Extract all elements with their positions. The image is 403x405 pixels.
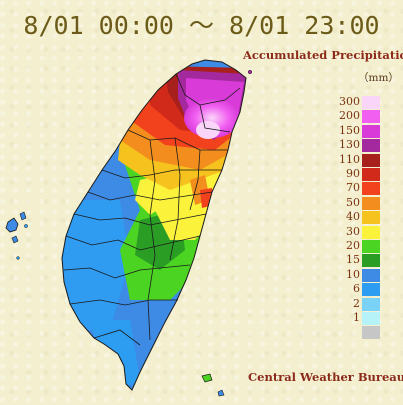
- legend-swatch: [362, 312, 380, 325]
- legend-label: 300: [339, 95, 360, 108]
- legend-label: 150: [339, 123, 360, 137]
- legend-row: 15: [326, 253, 386, 268]
- precipitation-legend: 300 200 150 130 110 90 70 50 40 30 20: [326, 95, 386, 351]
- legend-swatch: [362, 168, 380, 181]
- legend-row: 1: [326, 311, 386, 325]
- legend-swatch: [362, 211, 380, 225]
- legend-swatch: [362, 297, 380, 311]
- legend-swatch: [362, 182, 380, 196]
- legend-swatch: [362, 240, 380, 253]
- legend-row: 30: [326, 225, 386, 239]
- legend-label: 15: [346, 253, 360, 267]
- legend-label: 1: [353, 311, 360, 324]
- legend-label: 130: [339, 138, 360, 152]
- legend-swatch: [362, 139, 380, 153]
- legend-row: 2: [326, 297, 386, 311]
- legend-row: 200: [326, 109, 386, 124]
- legend-swatch: [362, 225, 380, 239]
- time-range-title: 8/01 00:00 ～ 8/01 23:00: [23, 11, 380, 40]
- legend-swatch: [362, 283, 380, 297]
- legend-label: 6: [353, 282, 360, 296]
- legend-swatch: [362, 254, 380, 268]
- legend-row: 20: [326, 239, 386, 253]
- legend-label: 200: [339, 109, 360, 123]
- legend-label: 110: [339, 152, 360, 166]
- legend-title: Accumulated Precipitation: [243, 48, 403, 62]
- legend-label: 50: [346, 195, 360, 209]
- legend-swatch: [362, 110, 380, 124]
- legend-row: 6: [326, 282, 386, 297]
- legend-swatch: [362, 96, 380, 109]
- legend-label: 40: [346, 210, 360, 224]
- legend-row: 110: [326, 153, 386, 167]
- legend-row: 50: [326, 196, 386, 210]
- legend-row: 10: [326, 268, 386, 282]
- legend-swatch: [362, 326, 380, 340]
- legend-swatch: [362, 196, 380, 210]
- legend-row: 300: [326, 95, 386, 109]
- legend-row: [326, 325, 386, 340]
- legend-row: 90: [326, 167, 386, 181]
- legend-row: 40: [326, 210, 386, 225]
- legend-label: 2: [353, 296, 360, 310]
- offshore-islands: [5, 69, 253, 397]
- legend-row: 70: [326, 181, 386, 196]
- legend-label: 30: [346, 224, 360, 238]
- legend-row: 150: [326, 124, 386, 138]
- rainfall-field: [62, 60, 246, 390]
- legend-row: 130: [326, 138, 386, 153]
- legend-label: 90: [346, 167, 360, 180]
- legend-label: 20: [346, 239, 360, 252]
- legend-swatch: [362, 124, 380, 138]
- legend-label: 10: [346, 267, 360, 281]
- legend-label: 70: [346, 181, 360, 195]
- county-boundaries: [61, 59, 247, 391]
- legend-swatch: [362, 153, 380, 167]
- legend-unit: （mm）: [358, 72, 399, 84]
- legend-swatch: [362, 268, 380, 282]
- source-credit: Central Weather Bureau: [248, 370, 403, 384]
